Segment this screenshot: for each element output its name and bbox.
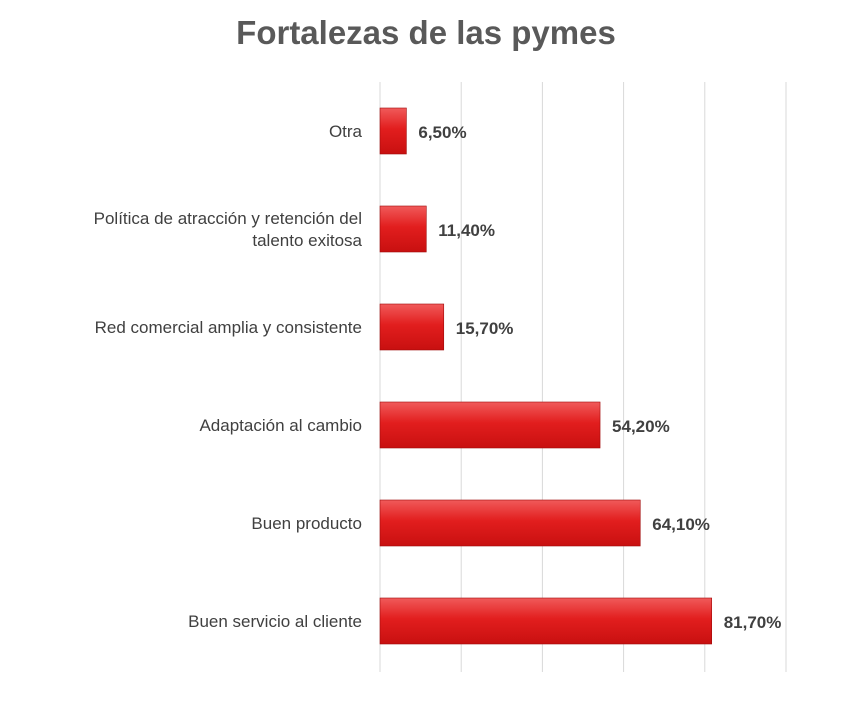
category-label: Red comercial amplia y consistente [95, 318, 362, 337]
bar [379, 205, 427, 253]
bar [379, 303, 445, 351]
category-label: Buen producto [251, 514, 362, 533]
category-label: Política de atracción y retención del [94, 209, 362, 228]
value-label: 54,20% [612, 417, 670, 436]
category-labels: Otra Política de atracción y retención de… [94, 122, 363, 631]
bar [379, 499, 641, 547]
value-label: 64,10% [652, 515, 710, 534]
category-label: Otra [329, 122, 363, 141]
category-label: talento exitosa [252, 231, 362, 250]
category-label: Adaptación al cambio [199, 416, 362, 435]
value-label: 6,50% [418, 123, 466, 142]
value-labels: 6,50% 11,40% 15,70% 54,20% 64,10% 81,70% [418, 123, 781, 632]
value-label: 81,70% [724, 613, 782, 632]
bar [379, 107, 407, 155]
chart-title: Fortalezas de las pymes [236, 14, 616, 51]
category-label: Buen servicio al cliente [188, 612, 362, 631]
value-label: 15,70% [456, 319, 514, 338]
bar [379, 401, 601, 449]
bar [379, 597, 713, 645]
value-label: 11,40% [438, 221, 495, 240]
gridlines [379, 82, 787, 672]
bars [379, 107, 713, 645]
